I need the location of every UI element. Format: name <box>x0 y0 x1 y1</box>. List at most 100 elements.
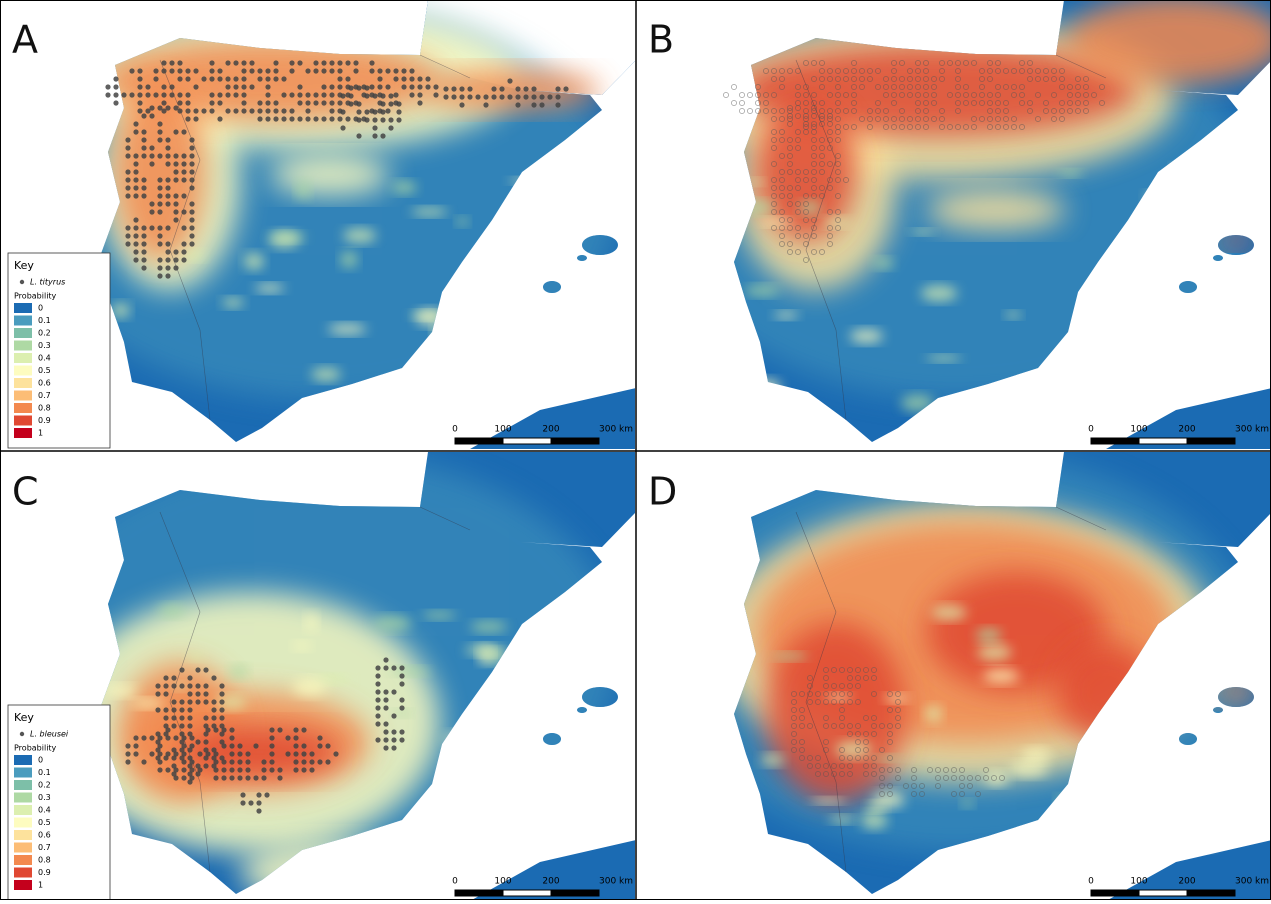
occurrence-dot <box>348 93 353 98</box>
legend-swatch <box>14 793 32 803</box>
occurrence-dot <box>380 93 385 98</box>
occurrence-dot <box>273 76 278 81</box>
suitability-patch <box>744 285 779 296</box>
occurrence-dot <box>348 101 353 106</box>
occurrence-dot <box>523 94 528 99</box>
occurrence-dot <box>531 86 536 91</box>
occurrence-dot <box>273 60 278 65</box>
occurrence-dot <box>155 683 160 688</box>
occurrence-dot <box>153 76 158 81</box>
occurrence-dot <box>125 145 130 150</box>
occurrence-dot <box>217 100 222 105</box>
occurrence-dot <box>149 751 154 756</box>
occurrence-dot <box>203 699 208 704</box>
occurrence-dot <box>249 68 254 73</box>
occurrence-dot <box>219 683 224 688</box>
occurrence-dot <box>337 84 342 89</box>
occurrence-dot <box>187 699 192 704</box>
occurrence-dot <box>189 169 194 174</box>
occurrence-dot <box>113 100 118 105</box>
occurrence-dot <box>163 707 168 712</box>
legend-swatch <box>14 428 32 438</box>
occurrence-dot <box>137 100 142 105</box>
occurrence-dot <box>171 675 176 680</box>
suitability-patch <box>311 368 341 382</box>
occurrence-dot <box>515 94 520 99</box>
legend-dot <box>20 732 24 736</box>
occurrence-dot <box>345 76 350 81</box>
occurrence-dot <box>165 241 170 246</box>
occurrence-dot <box>195 667 200 672</box>
occurrence-dot <box>499 86 504 91</box>
occurrence-dot <box>375 705 380 710</box>
occurrence-dot <box>265 108 270 113</box>
occurrence-dot <box>393 92 398 97</box>
occurrence-dot <box>187 715 192 720</box>
scale-label: 200 <box>542 425 559 435</box>
occurrence-dot <box>459 94 464 99</box>
occurrence-dot <box>265 84 270 89</box>
suitability-patch <box>921 285 958 301</box>
suitability-area <box>270 155 390 195</box>
occurrence-dot <box>281 108 286 113</box>
legend-swatch <box>14 403 32 413</box>
occurrence-dot <box>157 137 162 142</box>
occurrence-dot <box>375 673 380 678</box>
occurrence-dot <box>256 808 261 813</box>
scale-label: 100 <box>1130 425 1147 435</box>
occurrence-dot <box>187 771 192 776</box>
occurrence-dot <box>211 699 216 704</box>
suitability-patch <box>911 229 934 235</box>
occurrence-dot <box>121 92 126 97</box>
occurrence-dot <box>329 100 334 105</box>
occurrence-dot <box>179 723 184 728</box>
occurrence-dot <box>225 76 230 81</box>
occurrence-dot <box>157 209 162 214</box>
occurrence-dot <box>337 116 342 121</box>
legend-class: 0.3 <box>38 793 51 802</box>
occurrence-dot <box>145 92 150 97</box>
occurrence-dot <box>269 735 274 740</box>
occurrence-dot <box>257 68 262 73</box>
suitability-patch <box>479 715 495 721</box>
occurrence-dot <box>261 775 266 780</box>
occurrence-dot <box>125 233 130 238</box>
occurrence-dot <box>145 84 150 89</box>
occurrence-dot <box>245 767 250 772</box>
occurrence-dot <box>309 759 314 764</box>
occurrence-dot <box>739 100 744 105</box>
legend-title: Key <box>14 259 34 272</box>
suitability-patch <box>1053 362 1073 376</box>
occurrence-dot <box>155 731 160 736</box>
occurrence-dot <box>181 241 186 246</box>
suitability-patch <box>185 250 205 260</box>
occurrence-dot <box>499 94 504 99</box>
suitability-patch <box>391 667 430 676</box>
occurrence-dot <box>171 707 176 712</box>
occurrence-dot <box>211 715 216 720</box>
occurrence-dot <box>383 689 388 694</box>
occurrence-dot <box>241 92 246 97</box>
suitability-patch <box>229 665 248 679</box>
occurrence-dot <box>375 721 380 726</box>
suitability-patch <box>269 231 300 248</box>
suitability-patch <box>749 178 763 185</box>
occurrence-dot <box>353 68 358 73</box>
occurrence-dot <box>364 117 369 122</box>
occurrence-dot <box>321 100 326 105</box>
scale-bar <box>455 438 503 444</box>
occurrence-dot <box>157 129 162 134</box>
suitability-patch <box>1161 381 1175 396</box>
occurrence-dot <box>483 102 488 107</box>
occurrence-dot <box>141 233 146 238</box>
occurrence-dot <box>241 68 246 73</box>
suitability-patch <box>400 381 413 398</box>
occurrence-dot <box>256 792 261 797</box>
legend-swatch <box>14 780 32 790</box>
occurrence-dot <box>293 735 298 740</box>
occurrence-dot <box>325 759 330 764</box>
occurrence-dot <box>396 117 401 122</box>
suitability-patch <box>374 616 412 631</box>
occurrence-dot <box>399 729 404 734</box>
occurrence-dot <box>219 755 224 760</box>
